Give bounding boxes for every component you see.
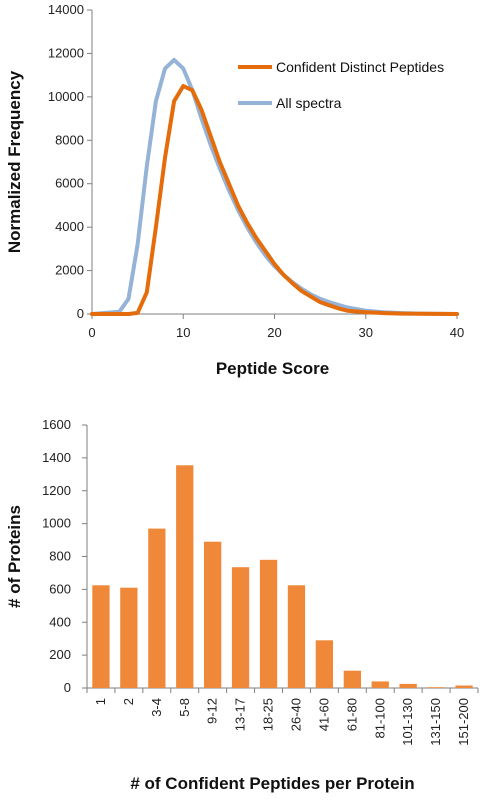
category-label: 9-12: [205, 698, 220, 724]
bar: [371, 681, 389, 688]
bar: [427, 687, 445, 688]
y-tick-label: 0: [77, 306, 84, 321]
bar: [92, 585, 110, 688]
category-label: 101-130: [400, 698, 415, 746]
y-tick-label: 400: [49, 614, 71, 629]
peptide-score-line-chart: 0 2000 4000 6000 8000 10000 12000 14000 0 10 20 30 4…: [5, 2, 464, 378]
legend-label-1: All spectra: [276, 95, 342, 111]
y-tick-label: 14000: [48, 2, 84, 17]
y-tick-label: 200: [49, 647, 71, 662]
category-label: 2: [121, 698, 136, 705]
x-tick-label: 0: [88, 325, 95, 340]
category-label: 5-8: [177, 698, 192, 717]
category-label: 61-80: [344, 698, 359, 731]
series-line-0: [90, 84, 459, 316]
bar: [343, 670, 361, 688]
y-tick-label: 1200: [42, 483, 71, 498]
y-tick-label: 1000: [42, 516, 71, 531]
bar: [231, 567, 250, 688]
x-tick-label: 40: [450, 325, 464, 340]
y-tick-label: 2000: [55, 263, 84, 278]
series-line-1: [90, 57, 459, 316]
bar: [315, 640, 333, 688]
legend-label-0: Confident Distinct Peptides: [276, 59, 444, 75]
y-axis-title: Normalized Frequency: [5, 70, 24, 253]
category-label: 131-150: [428, 698, 443, 746]
bar: [455, 685, 473, 688]
x-tick-label: 30: [359, 325, 373, 340]
bar: [259, 559, 278, 688]
category-label: 1: [93, 698, 108, 705]
y-tick-label: 6000: [55, 176, 84, 191]
y-tick-label: 1400: [42, 450, 71, 465]
x-axis-title: # of Confident Peptides per Protein: [130, 774, 414, 793]
x-tick-label: 10: [176, 325, 190, 340]
y-tick-label: 1600: [42, 417, 71, 432]
y-axis-title: # of Proteins: [5, 505, 24, 608]
category-label: 26-40: [288, 698, 303, 731]
category-label: 3-4: [149, 698, 164, 717]
peptides-per-protein-bar-chart: 0 200 400 600 800 1000 1200 1400 1600 1 2 3-4 5-8 9-1…: [5, 417, 479, 793]
y-tick-label: 800: [49, 549, 71, 564]
y-tick-label: 4000: [55, 219, 84, 234]
category-label: 81-100: [372, 698, 387, 738]
bar: [287, 585, 306, 688]
bar: [399, 683, 417, 688]
x-tick-label: 20: [267, 325, 281, 340]
y-tick-label: 8000: [55, 132, 84, 147]
bar: [120, 587, 138, 688]
category-label: 41-60: [316, 698, 331, 731]
bar: [148, 528, 166, 688]
bar: [204, 541, 222, 688]
y-tick-label: 10000: [48, 89, 84, 104]
bar: [176, 465, 194, 688]
x-axis-title: Peptide Score: [216, 359, 329, 378]
y-tick-label: 600: [49, 581, 71, 596]
y-tick-label: 12000: [48, 45, 84, 60]
category-label: 18-25: [261, 698, 276, 731]
y-tick-label: 0: [64, 680, 71, 695]
category-label: 13-17: [233, 698, 248, 731]
category-label: 151-200: [456, 698, 471, 746]
